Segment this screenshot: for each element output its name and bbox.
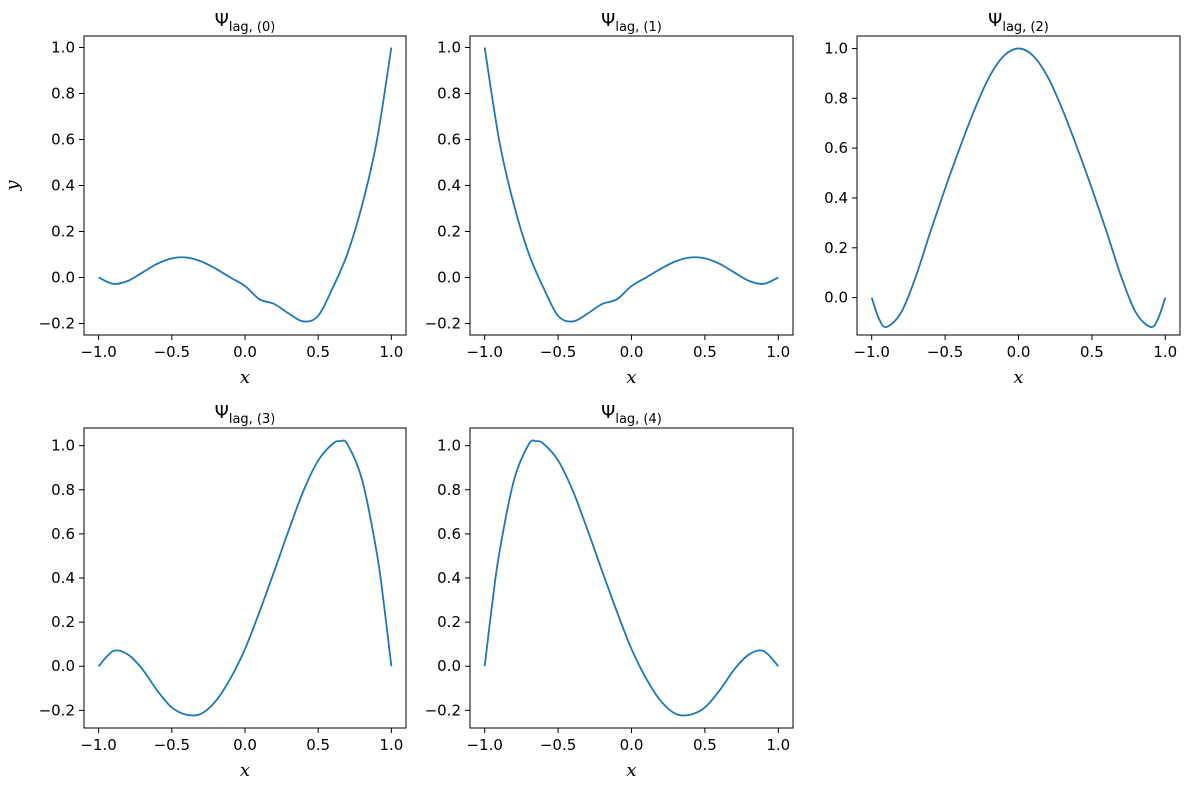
series-line: [870, 47, 1167, 329]
title-symbol: Ψ: [988, 10, 1002, 31]
y-tick-label: −0.2: [39, 315, 75, 333]
subplot-title: Ψlag, (0): [215, 10, 276, 35]
x-tick-label: −1.0: [80, 343, 116, 361]
x-axis-label: x: [240, 760, 250, 781]
x-tick-label: −0.5: [154, 343, 190, 361]
y-tick-label: 0.0: [824, 289, 848, 307]
x-tick-label: −1.0: [80, 736, 116, 754]
subplot-title: Ψlag, (2): [988, 10, 1049, 35]
y-tick-label: 0.0: [51, 657, 75, 675]
y-tick-label: 1.0: [51, 39, 75, 57]
series-line: [98, 47, 393, 323]
series-line: [97, 439, 393, 717]
y-tick-label: 0.2: [437, 613, 461, 631]
x-tick-label: −0.5: [540, 343, 576, 361]
y-tick-label: 0.0: [51, 269, 75, 287]
title-subscript: lag, (3): [229, 412, 276, 427]
x-tick-label: 0.0: [620, 736, 644, 754]
axes-frame: [83, 35, 407, 336]
y-axis-label: y: [2, 180, 23, 192]
title-subscript: lag, (0): [229, 20, 276, 35]
y-tick-label: 0.4: [437, 569, 461, 587]
subplot-title: Ψlag, (3): [215, 402, 276, 427]
subplot-title: Ψlag, (1): [601, 10, 662, 35]
title-subscript: lag, (1): [615, 20, 662, 35]
x-tick-label: 0.5: [306, 343, 330, 361]
y-tick-label: −0.2: [39, 701, 75, 719]
x-tick-label: 0.5: [693, 343, 717, 361]
y-tick-label: 1.0: [437, 39, 461, 57]
x-tick-label: 0.0: [620, 343, 644, 361]
y-tick-label: 0.8: [437, 481, 461, 499]
subplot-3: −1.0 −0.5 0.0 0.5 1.0 −0.2 0.0 0.2 0.4 0.6 0.8 1.0 x…: [39, 402, 407, 781]
x-axis-label: x: [626, 760, 636, 781]
y-tick-label: 0.6: [51, 131, 75, 149]
subplot-0: −1.0 −0.5 0.0 0.5 1.0 −0.2 0.0 0.2 0.4 0.6 0.8 1.0 x…: [2, 10, 407, 388]
axes-frame: [469, 427, 794, 729]
y-tick-label: 0.2: [51, 223, 75, 241]
y-tick-label: 0.4: [51, 177, 75, 195]
title-symbol: Ψ: [215, 10, 229, 31]
y-tick-label: 0.2: [824, 239, 848, 257]
y-tick-label: 0.8: [824, 89, 848, 107]
y-tick-label: 0.6: [51, 525, 75, 543]
title-symbol: Ψ: [215, 402, 229, 423]
y-tick-label: 0.4: [824, 189, 848, 207]
y-tick-label: −0.2: [425, 701, 461, 719]
y-tick-label: 1.0: [51, 437, 75, 455]
title-symbol: Ψ: [601, 10, 615, 31]
x-tick-label: −1.0: [466, 343, 502, 361]
y-tick-label: 0.6: [437, 525, 461, 543]
y-tick-label: 0.4: [51, 569, 75, 587]
x-tick-label: 0.5: [306, 736, 330, 754]
x-tick-label: 1.0: [379, 343, 403, 361]
x-axis-label: x: [626, 367, 636, 388]
x-tick-label: 0.0: [233, 343, 257, 361]
title-subscript: lag, (2): [1002, 20, 1049, 35]
subplot-1: −1.0 −0.5 0.0 0.5 1.0 −0.2 0.0 0.2 0.4 0.6 0.8 1.0 x…: [425, 10, 794, 388]
y-tick-label: 0.4: [437, 177, 461, 195]
x-tick-label: 1.0: [1153, 343, 1177, 361]
y-tick-label: 0.8: [51, 85, 75, 103]
x-tick-label: −0.5: [540, 736, 576, 754]
y-tick-label: 0.0: [437, 657, 461, 675]
subplot-title: Ψlag, (4): [601, 402, 662, 427]
series-line: [483, 439, 779, 717]
x-tick-label: 0.5: [1080, 343, 1104, 361]
x-axis-label: x: [1013, 367, 1023, 388]
y-tick-label: 0.2: [51, 613, 75, 631]
x-tick-label: 0.5: [693, 736, 717, 754]
y-tick-label: 0.8: [437, 85, 461, 103]
x-tick-label: 1.0: [766, 736, 790, 754]
axes-frame: [83, 427, 407, 729]
x-tick-label: 1.0: [766, 343, 790, 361]
x-axis-label: x: [240, 367, 250, 388]
title-symbol: Ψ: [601, 402, 615, 423]
x-tick-label: 1.0: [379, 736, 403, 754]
y-tick-label: 1.0: [824, 39, 848, 57]
y-tick-label: 1.0: [437, 437, 461, 455]
y-tick-label: −0.2: [425, 315, 461, 333]
axes-frame: [856, 35, 1181, 336]
x-tick-label: −0.5: [154, 736, 190, 754]
y-tick-label: 0.6: [824, 139, 848, 157]
x-tick-label: −0.5: [927, 343, 963, 361]
x-tick-label: 0.0: [233, 736, 257, 754]
axes-frame: [469, 35, 794, 336]
y-tick-label: 0.6: [437, 131, 461, 149]
y-tick-label: 0.0: [437, 269, 461, 287]
x-tick-label: −1.0: [466, 736, 502, 754]
subplot-2: −1.0 −0.5 0.0 0.5 1.0 0.0 0.2 0.4 0.6 0.8 1.0 x Ψlag…: [824, 10, 1181, 388]
series-line: [483, 47, 779, 323]
y-tick-label: 0.8: [51, 481, 75, 499]
subplot-4: −1.0 −0.5 0.0 0.5 1.0 −0.2 0.0 0.2 0.4 0.6 0.8 1.0 x…: [425, 402, 794, 781]
x-tick-label: −1.0: [853, 343, 889, 361]
y-tick-label: 0.2: [437, 223, 461, 241]
title-subscript: lag, (4): [615, 412, 662, 427]
x-tick-label: 0.0: [1007, 343, 1031, 361]
